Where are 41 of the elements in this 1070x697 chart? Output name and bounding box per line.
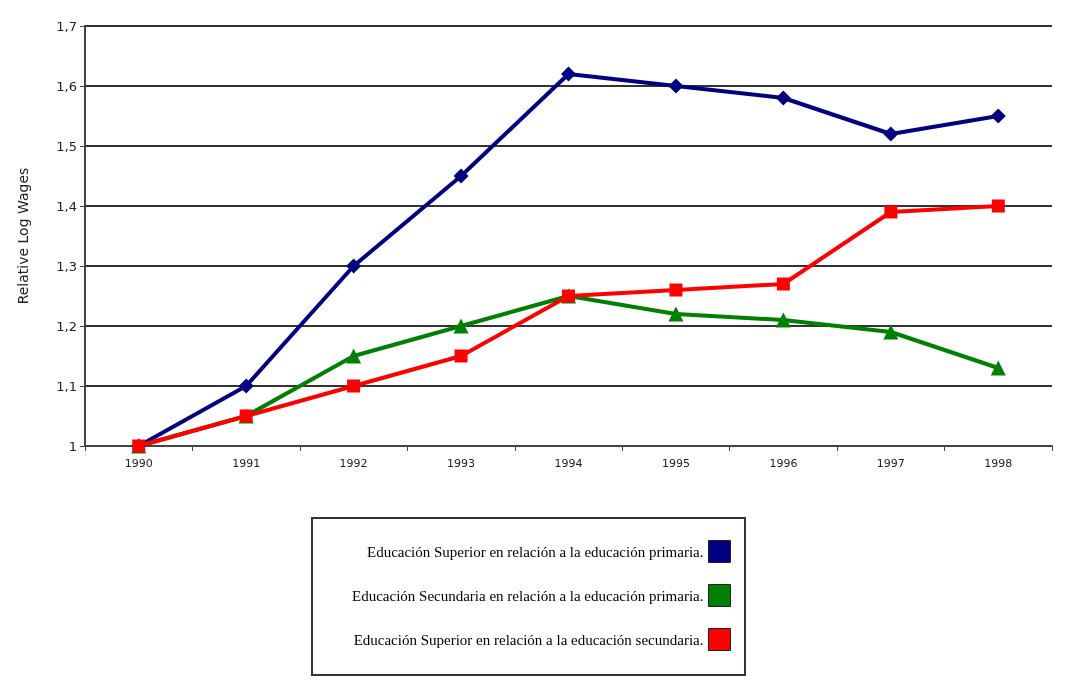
x-tick-label: 1992 (339, 457, 368, 470)
x-tick-label: 1996 (769, 457, 798, 470)
y-tick-label: 1,7 (56, 18, 77, 34)
point (775, 312, 791, 328)
point (453, 168, 469, 184)
point (990, 360, 1006, 376)
x-tick-label: 1997 (876, 457, 905, 470)
point (238, 378, 254, 394)
point (884, 205, 898, 219)
y-tick-label: 1,2 (56, 318, 77, 334)
point (347, 379, 361, 393)
point (668, 78, 684, 94)
y-axis-title: Relative Log Wages (15, 167, 31, 305)
point (775, 90, 791, 106)
x-tick-label: 1994 (554, 457, 583, 470)
point (883, 324, 899, 340)
legend-label: Educación Superior en relación a la educación secundaria. (353, 631, 704, 648)
y-tick-label: 1,6 (56, 78, 77, 94)
y-tick-label: 1 (68, 438, 77, 454)
point (991, 199, 1005, 213)
point (454, 349, 468, 363)
point (668, 306, 684, 322)
point (453, 318, 469, 334)
point (561, 66, 576, 82)
point (346, 348, 362, 364)
x-tick-label: 1990 (124, 457, 153, 470)
y-tick-label: 1,5 (56, 138, 77, 154)
legend-label: Educación Secundaria en relación a la educación primaria. (351, 587, 704, 604)
point (346, 258, 362, 274)
point (990, 108, 1006, 124)
point (883, 126, 899, 142)
y-tick-label: 1,1 (56, 378, 77, 394)
x-tick-label: 1993 (447, 457, 476, 470)
y-tick-label: 1,4 (56, 198, 77, 214)
legend-label: Educación Superior en relación a la educación primaria. (366, 543, 704, 560)
point (669, 283, 683, 297)
x-tick-label: 1998 (984, 457, 1013, 470)
y-tick-label: 1,3 (56, 258, 77, 274)
point (776, 277, 790, 291)
x-tick-label: 1991 (232, 457, 261, 470)
x-tick-label: 1995 (661, 457, 690, 470)
